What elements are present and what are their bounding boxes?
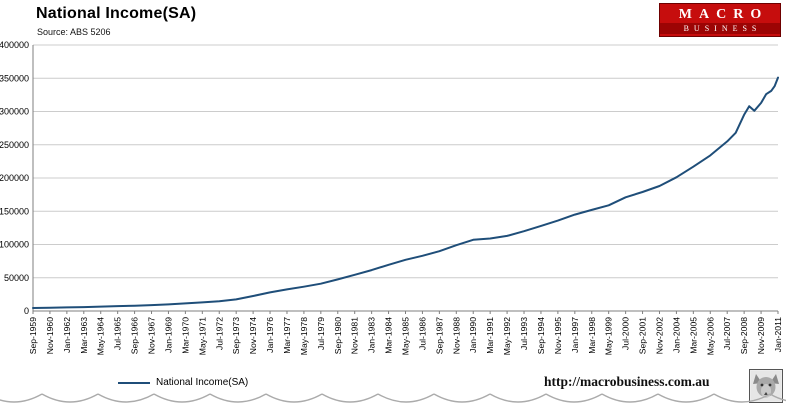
x-tick-label: Sep-2008 [739, 317, 749, 354]
legend-line-swatch [118, 381, 150, 384]
x-tick-label: Jul-1979 [316, 317, 326, 350]
y-tick-label: 0 [24, 306, 29, 316]
x-tick-label: Jul-1993 [519, 317, 529, 350]
x-tick-label: Sep-1980 [333, 317, 343, 354]
y-tick-label: 300000 [0, 107, 29, 117]
x-tick-label: Jan-1962 [62, 317, 72, 353]
chart-source: Source: ABS 5206 [37, 27, 111, 37]
x-tick-label: May-1971 [197, 317, 207, 355]
y-tick-label: 250000 [0, 140, 29, 150]
x-tick-label: Jan-1990 [468, 317, 478, 353]
chart-title: National Income(SA) [36, 5, 197, 22]
y-tick-label: 50000 [4, 273, 29, 283]
x-tick-label: May-1992 [502, 317, 512, 355]
chart-legend: National Income(SA) [118, 377, 248, 388]
x-tick-label: Jan-1983 [367, 317, 377, 353]
scallop-path [0, 393, 786, 403]
x-tick-label: Sep-2001 [638, 317, 648, 354]
x-tick-label: Nov-1981 [350, 317, 360, 354]
x-tick-label: Nov-1967 [147, 317, 157, 354]
x-tick-label: Jan-2004 [671, 317, 681, 353]
y-tick-label: 350000 [0, 73, 29, 83]
y-tick-label: 400000 [0, 40, 29, 50]
logo-macro-text: MACRO [678, 7, 769, 22]
macrobusiness-logo: MACRO BUSINESS [659, 3, 781, 37]
x-tick-label: Jan-2011 [773, 317, 783, 352]
x-tick-label: Nov-1988 [451, 317, 461, 354]
x-tick-label: Nov-1960 [45, 317, 55, 354]
y-tick-label: 100000 [0, 240, 29, 250]
x-tick-label: Sep-1987 [434, 317, 444, 354]
x-tick-label: Jul-1965 [113, 317, 123, 350]
x-tick-label: Jul-1986 [417, 317, 427, 350]
x-tick-label: Jul-2000 [621, 317, 631, 350]
x-tick-label: May-1999 [604, 317, 614, 355]
x-tick-label: May-2006 [705, 317, 715, 355]
x-tick-label: Jul-1972 [214, 317, 224, 350]
x-tick-label: Nov-1974 [248, 317, 258, 354]
legend-label: National Income(SA) [156, 377, 249, 388]
series-line [32, 76, 779, 309]
national-income-line-chart: 0 50000 100000 150000 200000 250000 300000 3500… [0, 40, 783, 355]
x-tick-label: Sep-1994 [536, 317, 546, 354]
y-tick-label: 150000 [0, 206, 29, 216]
logo-business-text: BUSINESS [660, 23, 780, 34]
scallop-edge-decoration [0, 393, 786, 403]
x-tick-label: Nov-2002 [655, 317, 665, 354]
x-tick-label: Mar-1991 [485, 317, 495, 354]
x-tick-label: Mar-1963 [79, 317, 89, 354]
x-tick-label: Jan-1976 [265, 317, 275, 353]
x-tick-label: Nov-1995 [553, 317, 563, 354]
x-tick-label: Jul-2007 [722, 317, 732, 350]
x-tick-label: Mar-1984 [384, 317, 394, 354]
x-tick-label: May-1978 [299, 317, 309, 355]
x-tick-label: Mar-1998 [587, 317, 597, 354]
x-tick-label: Sep-1966 [130, 317, 140, 354]
x-tick-label: Sep-1973 [231, 317, 241, 354]
x-tick-label: Sep-1959 [28, 317, 38, 354]
y-tick-label: 200000 [0, 173, 29, 183]
x-tick-label: Mar-1977 [282, 317, 292, 354]
x-tick-label: Jan-1969 [164, 317, 174, 353]
x-tick-label: Mar-2005 [688, 317, 698, 354]
x-tick-label: May-1964 [96, 317, 106, 355]
x-tick-label: Nov-2009 [756, 317, 766, 354]
website-url-link[interactable]: http://macrobusiness.com.au [544, 374, 710, 389]
x-tick-label: May-1985 [401, 317, 411, 355]
x-tick-label: Mar-1970 [180, 317, 190, 354]
x-tick-label: Jan-1997 [570, 317, 580, 353]
